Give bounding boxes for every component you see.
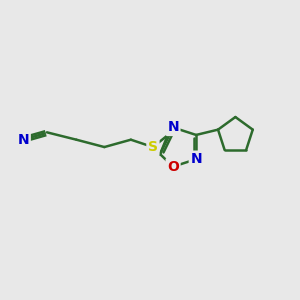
Text: N: N xyxy=(167,121,179,134)
Text: N: N xyxy=(190,152,202,166)
Text: O: O xyxy=(167,160,179,174)
Text: S: S xyxy=(148,140,158,154)
Text: N: N xyxy=(18,133,29,147)
